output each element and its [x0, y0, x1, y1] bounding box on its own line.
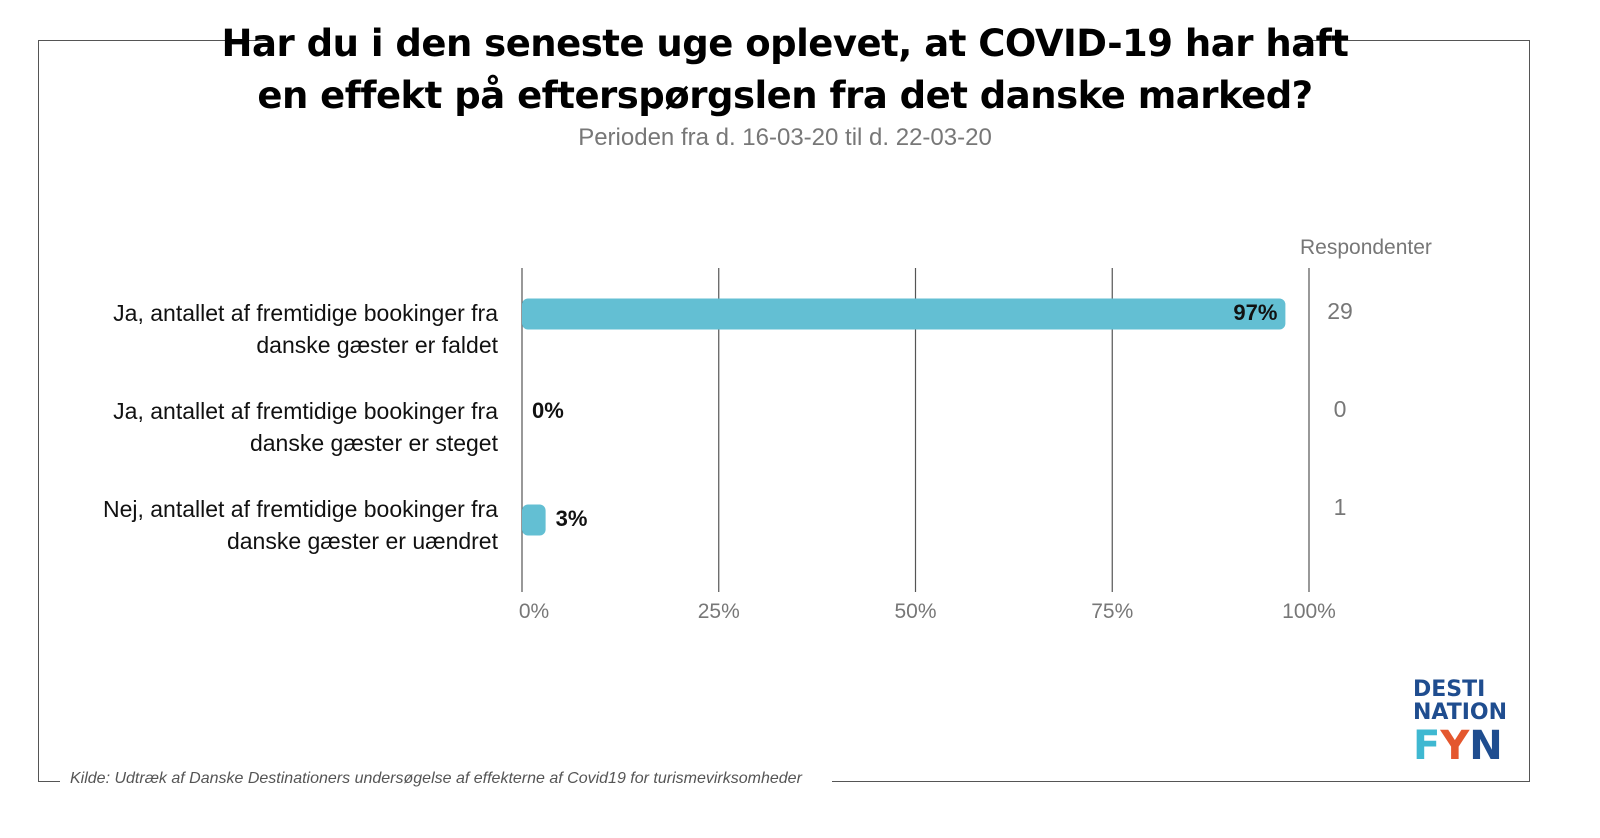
bar-3	[522, 504, 546, 536]
value-label-3: 3%	[555, 506, 588, 531]
category-label-2: Ja, antallet af fremtidige bookinger fra…	[60, 395, 498, 459]
destination-fyn-logo: DESTI NATION FYN	[1413, 678, 1523, 766]
logo-fyn: FYN	[1413, 726, 1523, 766]
respondents-value-3: 1	[1333, 494, 1347, 520]
frame-bottom-right	[832, 781, 1530, 782]
logo-line2: NATION	[1413, 700, 1508, 725]
logo-letter-y: Y	[1440, 723, 1470, 769]
category-label-2-line2: danske gæster er steget	[249, 430, 498, 456]
chart-title: Har du i den seneste uge oplevet, at COV…	[200, 18, 1370, 122]
x-tick-label-0: 0%	[519, 600, 549, 623]
category-label-3-line1: Nej, antallet af fremtidige bookinger fr…	[102, 496, 498, 522]
x-tick-label-50: 50%	[894, 600, 936, 623]
frame-top-right	[1300, 40, 1530, 41]
category-label-3-line2: danske gæster er uændret	[226, 528, 498, 554]
chart-subtitle: Perioden fra d. 16-03-20 til d. 22-03-20	[578, 124, 992, 151]
logo-line1: DESTI	[1413, 677, 1486, 702]
category-label-3: Nej, antallet af fremtidige bookinger fr…	[60, 493, 498, 557]
bar-1	[522, 298, 1286, 330]
value-label-2: 0%	[532, 398, 564, 423]
category-label-1-line1: Ja, antallet af fremtidige bookinger fra	[113, 300, 498, 326]
x-tick-label-25: 25%	[698, 600, 740, 623]
source-note: Kilde: Udtræk af Danske Destinationers u…	[70, 770, 802, 787]
category-label-1-line2: danske gæster er faldet	[256, 332, 498, 358]
respondents-value-1: 29	[1327, 298, 1353, 324]
logo-letter-n: N	[1469, 723, 1503, 769]
category-label-2-line1: Ja, antallet af fremtidige bookinger fra	[113, 398, 498, 424]
value-label-1: 97%	[1233, 300, 1278, 325]
chart-title-line1: Har du i den seneste uge oplevet, at COV…	[221, 22, 1349, 65]
logo-letter-f: F	[1413, 723, 1441, 769]
respondents-header: Respondenter	[1300, 236, 1432, 259]
frame-bottom-left	[38, 781, 60, 782]
x-tick-label-75: 75%	[1091, 600, 1133, 623]
frame-left	[38, 40, 39, 782]
chart-title-line2: en effekt på efterspørgslen fra det dans…	[257, 74, 1313, 117]
frame-right	[1529, 40, 1530, 782]
respondents-value-2: 0	[1333, 396, 1347, 422]
x-tick-label-100: 100%	[1282, 600, 1336, 623]
category-label-1: Ja, antallet af fremtidige bookinger fra…	[60, 297, 498, 361]
frame-top-left	[38, 40, 268, 41]
